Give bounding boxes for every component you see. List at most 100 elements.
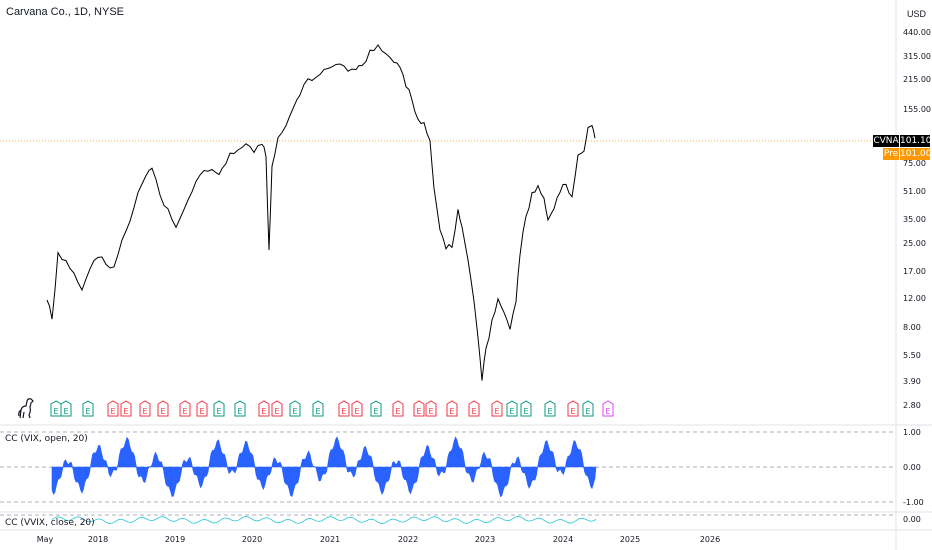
earnings-marker-icon[interactable]: E	[157, 400, 169, 417]
earnings-marker-icon[interactable]: E	[289, 400, 301, 417]
svg-text:E: E	[237, 407, 242, 416]
price-tick-label: 51.00	[903, 187, 926, 196]
svg-text:E: E	[199, 407, 204, 416]
time-tick-label: 2020	[242, 535, 262, 544]
earnings-marker-icon[interactable]: E	[351, 400, 363, 417]
svg-text:E: E	[416, 407, 421, 416]
indicator-2-label[interactable]: CC (VVIX, close, 20)	[5, 518, 95, 528]
earnings-marker-icon[interactable]: E	[196, 400, 208, 417]
earnings-marker-icon[interactable]: E	[506, 400, 518, 417]
earnings-marker-icon[interactable]: E	[50, 400, 62, 417]
last-price-value: 101.10	[900, 135, 932, 147]
earnings-marker-icon[interactable]: E	[139, 400, 151, 417]
earnings-marker-icon[interactable]: E	[120, 400, 132, 417]
price-tick-label: 25.00	[903, 239, 926, 248]
time-axis[interactable]: May 2018 2019 2020 2021 2022 2023 2024 2025 2026	[37, 535, 720, 544]
earnings-marker-icon[interactable]: E	[446, 400, 458, 417]
earnings-marker-icon[interactable]: E	[338, 400, 350, 417]
price-series-line	[46, 44, 596, 381]
price-tick-label: 17.00	[903, 267, 926, 276]
svg-text:E: E	[547, 407, 552, 416]
time-tick-label: May	[37, 535, 54, 544]
price-axis[interactable]: 440.00 315.00 215.00 155.00 75.00 51.00 35.00 2…	[903, 28, 931, 410]
svg-text:E: E	[274, 407, 279, 416]
earnings-marker-icon[interactable]: E	[544, 400, 556, 417]
price-tick-label: 12.00	[903, 294, 926, 303]
earnings-marker-icon[interactable]: E	[258, 400, 270, 417]
svg-text:E: E	[123, 407, 128, 416]
earnings-marker-icon[interactable]: E	[582, 400, 594, 417]
earnings-marker-icon[interactable]: E	[520, 400, 532, 417]
price-tick-label: 315.00	[903, 52, 931, 61]
earnings-marker-icon[interactable]: E	[567, 400, 579, 417]
earnings-marker-icon[interactable]: E	[107, 400, 119, 417]
svg-text:E: E	[509, 407, 514, 416]
price-tick-label: 215.00	[903, 75, 931, 84]
time-tick-label: 2026	[700, 535, 720, 544]
time-tick-label: 2019	[165, 535, 185, 544]
svg-text:E: E	[341, 407, 346, 416]
time-tick-label: 2018	[88, 535, 108, 544]
earnings-marker-icon[interactable]: E	[413, 400, 425, 417]
earnings-marker-icon[interactable]: E	[392, 400, 404, 417]
price-tick-label: 5.50	[903, 351, 921, 360]
earnings-marker-icon[interactable]: E	[370, 400, 382, 417]
dino-logo-icon	[18, 398, 34, 419]
svg-text:E: E	[315, 407, 320, 416]
svg-text:E: E	[428, 407, 433, 416]
svg-text:E: E	[261, 407, 266, 416]
svg-text:E: E	[354, 407, 359, 416]
svg-text:E: E	[53, 407, 58, 416]
indicator-2-tick-label: 0.00	[903, 515, 921, 524]
indicator-1-axis: 1.00 0.00 -1.00	[903, 428, 924, 507]
price-tick-label: 3.90	[903, 377, 921, 386]
price-tick-label: 2.80	[903, 401, 921, 410]
earnings-marker-icon[interactable]: E	[425, 400, 437, 417]
svg-text:E: E	[160, 407, 165, 416]
earnings-marker-icon[interactable]: E	[312, 400, 324, 417]
price-tick-label: 8.00	[903, 323, 921, 332]
svg-text:E: E	[142, 407, 147, 416]
earnings-marker-icon[interactable]: E	[60, 400, 72, 417]
indicator-1-area	[51, 436, 597, 498]
earnings-marker-icon[interactable]: E	[491, 400, 503, 417]
pre-price-value: 101.00	[900, 148, 932, 160]
svg-text:E: E	[494, 407, 499, 416]
earnings-marker-icon[interactable]: E	[271, 400, 283, 417]
svg-text:E: E	[585, 407, 590, 416]
svg-text:E: E	[216, 407, 221, 416]
svg-text:E: E	[605, 407, 610, 416]
earnings-marker-icon[interactable]: E	[234, 400, 246, 417]
symbol-badge: CVNA	[873, 135, 899, 147]
currency-label[interactable]: USD	[907, 9, 927, 19]
price-tick-label: 75.00	[903, 159, 926, 168]
price-tick-label: 155.00	[903, 105, 931, 114]
earnings-marker-icon[interactable]: E	[82, 400, 94, 417]
chart-title: Carvana Co., 1D, NYSE	[6, 6, 124, 18]
svg-text:E: E	[292, 407, 297, 416]
svg-text:E: E	[449, 407, 454, 416]
svg-text:E: E	[523, 407, 528, 416]
indicator-2-line	[51, 516, 597, 524]
earnings-marker-icon[interactable]: E	[213, 400, 225, 417]
svg-text:E: E	[395, 407, 400, 416]
earnings-marker-icon[interactable]: E	[602, 400, 614, 417]
svg-text:E: E	[182, 407, 187, 416]
svg-text:E: E	[570, 407, 575, 416]
pre-badge: Pre	[883, 148, 899, 160]
indicator-1-label[interactable]: CC (VIX, open, 20)	[5, 434, 88, 444]
svg-text:E: E	[471, 407, 476, 416]
indicator-1-tick-label: 0.00	[903, 463, 921, 472]
svg-text:E: E	[85, 407, 90, 416]
indicator-2-axis: 0.00	[903, 515, 921, 524]
earnings-marker-icon[interactable]: E	[468, 400, 480, 417]
svg-text:E: E	[373, 407, 378, 416]
time-tick-label: 2023	[475, 535, 495, 544]
time-tick-label: 2025	[620, 535, 640, 544]
earnings-marker-icon[interactable]: E	[179, 400, 191, 417]
price-tick-label: 440.00	[903, 28, 931, 37]
time-tick-label: 2022	[398, 535, 418, 544]
time-tick-label: 2021	[320, 535, 340, 544]
